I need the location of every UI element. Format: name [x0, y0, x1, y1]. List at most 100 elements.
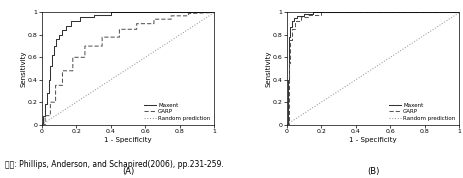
GARP	[292, 20, 298, 22]
GARP	[288, 40, 294, 42]
GARP	[283, 124, 289, 126]
Maxent	[56, 34, 62, 36]
Line: Maxent: Maxent	[286, 12, 458, 125]
GARP	[287, 40, 293, 42]
GARP	[211, 11, 217, 14]
GARP	[297, 16, 303, 18]
Maxent	[290, 20, 296, 22]
GARP	[168, 18, 174, 20]
Maxent	[284, 124, 290, 126]
GARP	[151, 23, 156, 25]
GARP	[60, 84, 65, 87]
Maxent	[44, 103, 50, 106]
Line: GARP: GARP	[42, 12, 214, 125]
Maxent	[39, 124, 44, 126]
GARP	[99, 45, 105, 47]
GARP	[185, 12, 191, 15]
Maxent	[108, 14, 113, 16]
GARP	[285, 62, 291, 64]
Maxent	[63, 29, 69, 32]
Maxent	[46, 92, 51, 94]
Maxent	[294, 15, 299, 17]
Maxent	[286, 51, 292, 53]
GARP	[456, 11, 461, 14]
GARP	[53, 84, 58, 87]
Maxent	[300, 12, 306, 15]
Maxent	[60, 34, 65, 36]
GARP	[60, 70, 65, 72]
Maxent	[285, 79, 291, 81]
GARP	[285, 124, 291, 126]
GARP	[48, 115, 53, 117]
Maxent	[77, 20, 82, 22]
GARP	[134, 23, 139, 25]
GARP	[151, 18, 156, 20]
Maxent	[300, 15, 306, 17]
GARP	[134, 28, 139, 30]
Maxent	[287, 36, 293, 38]
Maxent	[309, 12, 315, 15]
Maxent	[51, 45, 56, 47]
Text: (A): (A)	[122, 167, 134, 176]
Maxent	[68, 25, 74, 27]
GARP	[288, 28, 294, 30]
GARP	[292, 28, 298, 30]
X-axis label: 1 - Specificity: 1 - Specificity	[349, 137, 396, 143]
GARP	[42, 124, 48, 126]
Maxent	[60, 29, 65, 32]
Maxent	[211, 11, 217, 14]
GARP	[70, 70, 75, 72]
Maxent	[286, 36, 292, 38]
Maxent	[42, 115, 48, 117]
Line: GARP: GARP	[286, 12, 458, 125]
GARP	[42, 115, 48, 117]
GARP	[318, 11, 323, 14]
Maxent	[56, 38, 62, 40]
Maxent	[63, 25, 69, 27]
Maxent	[48, 79, 53, 81]
Maxent	[288, 26, 294, 28]
Line: Maxent: Maxent	[42, 12, 214, 125]
Legend: Maxent, GARP, Random prediction: Maxent, GARP, Random prediction	[142, 102, 211, 122]
GARP	[82, 56, 88, 58]
Maxent	[91, 16, 96, 18]
Maxent	[288, 20, 294, 22]
Text: (B): (B)	[366, 167, 378, 176]
GARP	[70, 56, 75, 58]
GARP	[53, 101, 58, 103]
Maxent	[44, 92, 50, 94]
Maxent	[290, 17, 296, 19]
Maxent	[51, 54, 56, 56]
Maxent	[53, 45, 58, 47]
Maxent	[68, 20, 74, 22]
Maxent	[41, 115, 46, 117]
GARP	[48, 101, 53, 103]
GARP	[318, 14, 323, 16]
GARP	[39, 124, 44, 126]
Maxent	[285, 51, 291, 53]
Maxent	[294, 17, 299, 19]
Text: 자료: Phillips, Anderson, and Schapired(2006), pp.231-259.: 자료: Phillips, Anderson, and Schapired(20…	[5, 160, 223, 169]
GARP	[168, 15, 174, 17]
GARP	[304, 14, 310, 16]
Maxent	[108, 11, 113, 14]
Maxent	[49, 54, 55, 56]
GARP	[304, 16, 310, 18]
Maxent	[48, 65, 53, 67]
GARP	[185, 15, 191, 17]
GARP	[297, 20, 303, 22]
Maxent	[283, 124, 289, 126]
Maxent	[456, 11, 461, 14]
GARP	[287, 62, 293, 64]
GARP	[99, 36, 105, 38]
Maxent	[49, 65, 55, 67]
Legend: Maxent, GARP, Random prediction: Maxent, GARP, Random prediction	[387, 102, 456, 122]
Maxent	[46, 79, 51, 81]
Maxent	[77, 16, 82, 18]
Maxent	[53, 38, 58, 40]
GARP	[82, 45, 88, 47]
GARP	[116, 36, 122, 38]
Y-axis label: Sensitivity: Sensitivity	[265, 50, 271, 87]
Maxent	[42, 103, 48, 106]
Maxent	[284, 79, 290, 81]
